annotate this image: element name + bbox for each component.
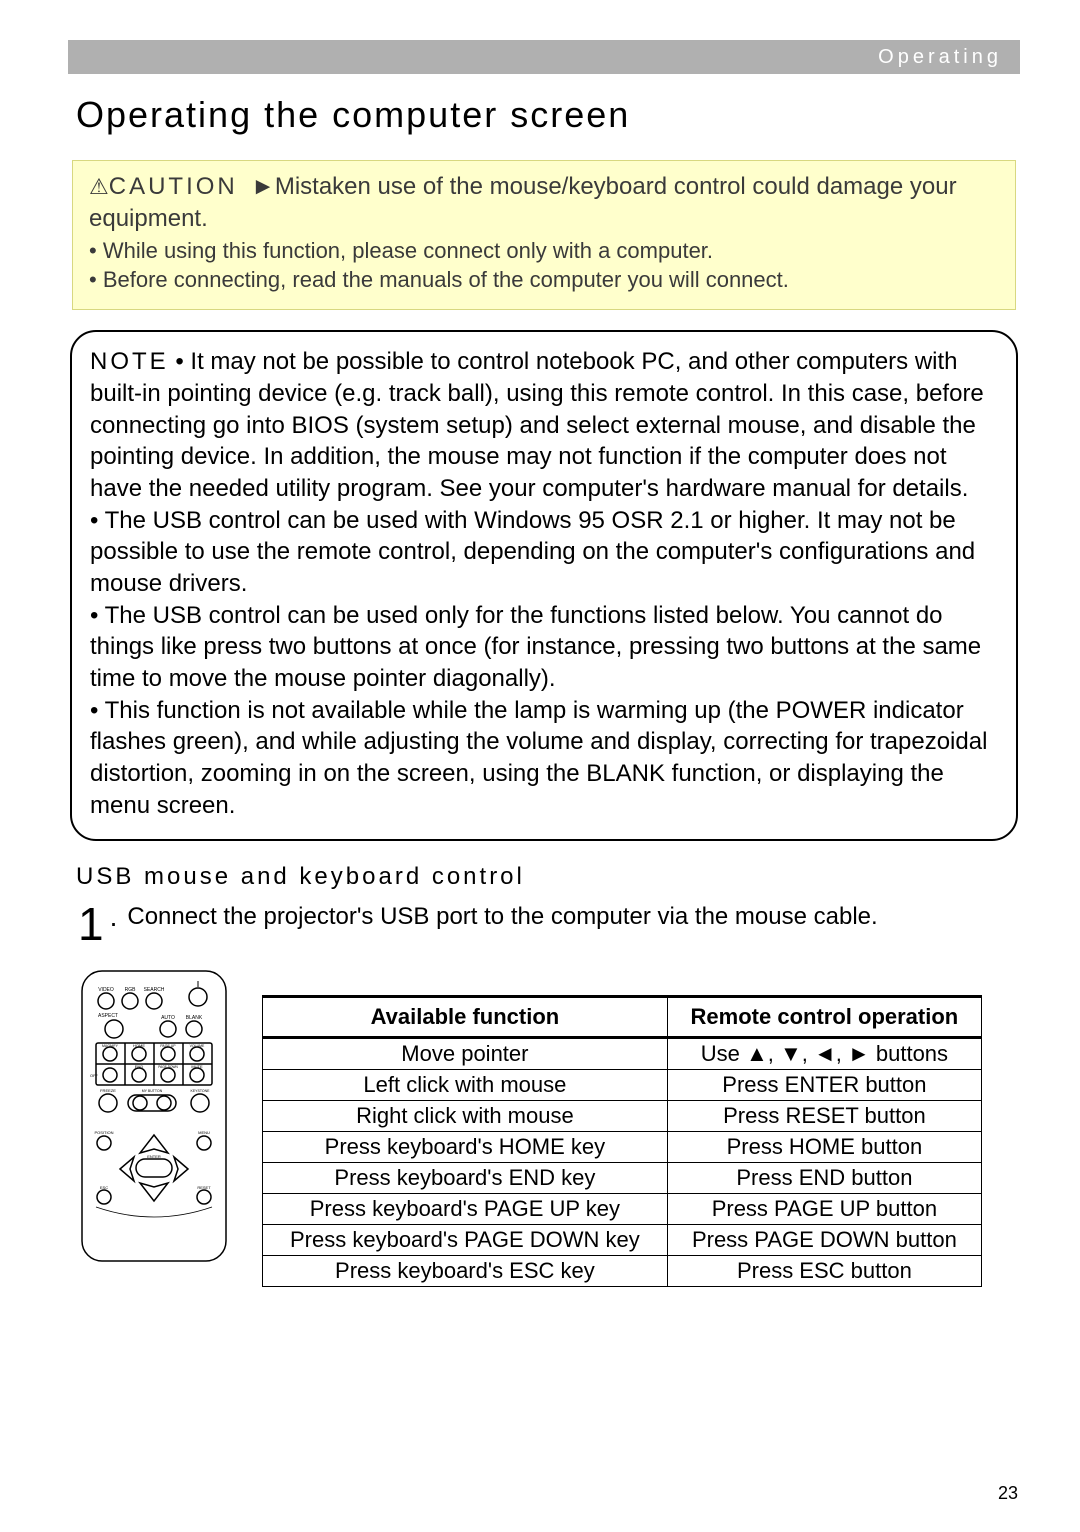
table-cell: Press PAGE UP button xyxy=(667,1194,981,1225)
caution-bullets: • While using this function, please conn… xyxy=(89,236,999,295)
caution-box: ⚠CAUTION ►Mistaken use of the mouse/keyb… xyxy=(72,160,1016,310)
caution-arrow: ► xyxy=(251,173,275,200)
table-cell: Use ▲, ▼, ◄, ► buttons xyxy=(667,1038,981,1070)
page-title: Operating the computer screen xyxy=(76,94,1020,136)
table-cell: Press keyboard's PAGE DOWN key xyxy=(263,1225,668,1256)
table-row: Right click with mousePress RESET button xyxy=(263,1101,982,1132)
section-header-text: Operating xyxy=(878,46,1002,69)
remote-label: END xyxy=(135,1064,144,1069)
warning-icon: ⚠ xyxy=(89,174,109,199)
remote-label: ESC xyxy=(100,1185,108,1190)
note-text: • It may not be possible to control note… xyxy=(90,348,984,502)
table-row: Left click with mousePress ENTER button xyxy=(263,1070,982,1101)
remote-label: ASPECT xyxy=(98,1013,118,1019)
remote-label: VOLUME xyxy=(190,1044,205,1048)
table-cell: Press keyboard's HOME key xyxy=(263,1132,668,1163)
page-number: 23 xyxy=(998,1483,1018,1504)
caution-bullet: • While using this function, please conn… xyxy=(89,236,999,266)
table-row: Move pointerUse ▲, ▼, ◄, ► buttons xyxy=(263,1038,982,1070)
note-box: NOTE • It may not be possible to control… xyxy=(70,330,1018,841)
note-paragraph: NOTE • It may not be possible to control… xyxy=(90,346,998,504)
table-header: Remote control operation xyxy=(667,997,981,1038)
remote-label: POSITION xyxy=(94,1130,113,1135)
caution-bullet: • Before connecting, read the manuals of… xyxy=(89,265,999,295)
table-cell: Press ESC button xyxy=(667,1256,981,1287)
remote-label: PAGE DOWN xyxy=(158,1065,178,1069)
table-cell: Press PAGE DOWN button xyxy=(667,1225,981,1256)
remote-control-diagram: VIDEO RGB SEARCH ASPECT AUTO BLANK MAGNI… xyxy=(74,967,234,1267)
caution-label: CAUTION xyxy=(109,173,238,200)
table-row: Press keyboard's HOME keyPress HOME butt… xyxy=(263,1132,982,1163)
remote-label: SEARCH xyxy=(144,987,165,993)
usb-subheading: USB mouse and keyboard control xyxy=(76,863,1020,891)
remote-label: AUTO xyxy=(161,1015,175,1021)
remote-label: KEYSTONE xyxy=(191,1089,211,1093)
note-label: NOTE xyxy=(90,348,169,375)
section-header-bar: Operating xyxy=(68,40,1020,74)
caution-main: ⚠CAUTION ►Mistaken use of the mouse/keyb… xyxy=(89,171,999,236)
remote-label: FREEZE xyxy=(100,1088,116,1093)
table-cell: Right click with mouse xyxy=(263,1101,668,1132)
remote-label: ENTER xyxy=(147,1154,161,1159)
step-row: 1 . Connect the projector's USB port to … xyxy=(78,901,1020,947)
table-header: Available function xyxy=(263,997,668,1038)
table-header-row: Available function Remote control operat… xyxy=(263,997,982,1038)
remote-label: HOME xyxy=(133,1043,145,1048)
remote-label: MENU xyxy=(198,1130,210,1135)
table-cell: Press ENTER button xyxy=(667,1070,981,1101)
lower-row: VIDEO RGB SEARCH ASPECT AUTO BLANK MAGNI… xyxy=(74,967,1020,1287)
table-cell: Move pointer xyxy=(263,1038,668,1070)
note-paragraph: • The USB control can be used only for t… xyxy=(90,600,998,695)
remote-label: MUTE xyxy=(191,1064,203,1069)
remote-label: OFF xyxy=(90,1073,99,1078)
table-row: Press keyboard's PAGE UP keyPress PAGE U… xyxy=(263,1194,982,1225)
table-cell: Press HOME button xyxy=(667,1132,981,1163)
table-cell: Press keyboard's ESC key xyxy=(263,1256,668,1287)
note-paragraph: • This function is not available while t… xyxy=(90,695,998,822)
table-row: Press keyboard's PAGE DOWN keyPress PAGE… xyxy=(263,1225,982,1256)
table-cell: Left click with mouse xyxy=(263,1070,668,1101)
step-dot: . xyxy=(110,901,118,933)
function-table: Available function Remote control operat… xyxy=(262,995,982,1287)
table-cell: Press END button xyxy=(667,1163,981,1194)
table-cell: Press RESET button xyxy=(667,1101,981,1132)
table-cell: Press keyboard's END key xyxy=(263,1163,668,1194)
step-number: 1 xyxy=(78,901,104,947)
remote-label: VIDEO xyxy=(98,987,114,993)
note-paragraph: • The USB control can be used with Windo… xyxy=(90,505,998,600)
remote-label: PAGE UP xyxy=(160,1044,176,1048)
table-row: Press keyboard's ESC keyPress ESC button xyxy=(263,1256,982,1287)
remote-label: MAGNIFY xyxy=(102,1044,119,1048)
table-cell: Press keyboard's PAGE UP key xyxy=(263,1194,668,1225)
remote-label: RGB xyxy=(125,987,137,993)
remote-label: MY BUTTON xyxy=(142,1089,163,1093)
step-text: Connect the projector's USB port to the … xyxy=(127,901,877,931)
remote-label: RESET xyxy=(197,1185,211,1190)
remote-label: BLANK xyxy=(186,1015,203,1021)
table-row: Press keyboard's END keyPress END button xyxy=(263,1163,982,1194)
